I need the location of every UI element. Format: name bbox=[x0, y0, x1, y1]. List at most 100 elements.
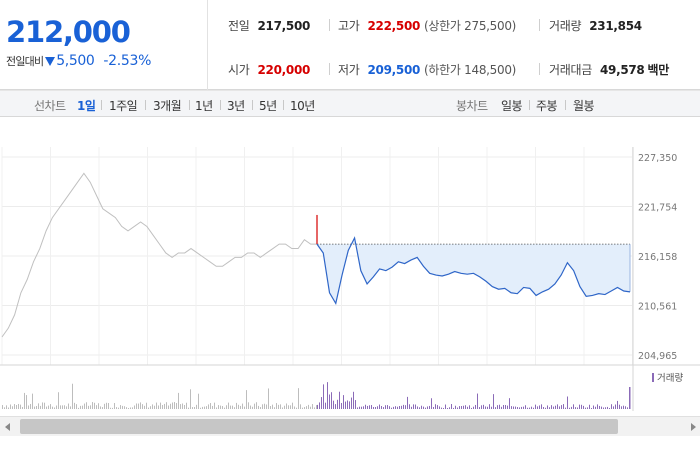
volume-bar bbox=[104, 403, 105, 409]
divider bbox=[539, 19, 540, 31]
volume-bar bbox=[399, 406, 400, 409]
volume-bar bbox=[335, 404, 336, 409]
y-tick-label: 221,754 bbox=[638, 202, 677, 213]
period-5y[interactable]: 5년 bbox=[259, 99, 277, 113]
series-line-prev-day bbox=[1, 172, 317, 338]
volume-bar bbox=[272, 404, 273, 409]
stat-label: 고가 bbox=[338, 19, 360, 33]
volume-bar bbox=[601, 406, 602, 409]
volume-bar bbox=[527, 407, 528, 409]
volume-bar bbox=[613, 406, 614, 409]
volume-bar bbox=[106, 402, 107, 409]
volume-bar bbox=[501, 406, 502, 409]
volume-bar bbox=[254, 403, 255, 409]
volume-bar bbox=[521, 406, 522, 409]
volume-bar bbox=[599, 405, 600, 409]
volume-bar bbox=[164, 403, 165, 409]
volume-bar bbox=[30, 403, 31, 409]
volume-bar bbox=[18, 403, 19, 409]
volume-bar bbox=[150, 406, 151, 409]
volume-bar bbox=[156, 402, 157, 409]
volume-bar bbox=[194, 406, 195, 409]
volume-bar bbox=[363, 406, 364, 409]
volume-bar bbox=[92, 402, 93, 409]
volume-bar bbox=[403, 404, 404, 409]
volume-legend-swatch bbox=[652, 373, 654, 382]
volume-bar bbox=[40, 405, 41, 409]
volume-bar bbox=[200, 407, 201, 409]
volume-bar bbox=[419, 407, 420, 409]
volume-bar bbox=[591, 407, 592, 409]
volume-bar bbox=[220, 405, 221, 409]
volume-bar bbox=[296, 407, 297, 409]
volume-bar bbox=[539, 405, 540, 409]
volume-bar bbox=[300, 404, 301, 409]
scroll-thumb[interactable] bbox=[20, 419, 618, 434]
stat-amount: 거래대금 49,578 백만 bbox=[549, 61, 669, 78]
volume-bar bbox=[270, 405, 271, 409]
price-chart[interactable]: 227,350 221,754 216,158 210,561 204,965 거래량 bbox=[0, 117, 700, 416]
stat-prev-close: 전일 217,500 bbox=[228, 17, 310, 34]
volume-bar bbox=[511, 406, 512, 409]
scroll-left-button[interactable] bbox=[0, 417, 14, 436]
volume-bar bbox=[499, 404, 500, 409]
volume-bar bbox=[573, 404, 574, 409]
volume-bar bbox=[375, 406, 376, 409]
current-price-box: 212,000 전일대비 5,500 -2.53% bbox=[0, 0, 208, 90]
volume-bar bbox=[234, 407, 235, 409]
volume-bar bbox=[469, 405, 470, 409]
candle-daily[interactable]: 일봉 bbox=[501, 99, 523, 113]
volume-bar bbox=[212, 405, 213, 409]
volume-bar bbox=[222, 406, 223, 409]
stat-value: 49,578 bbox=[599, 63, 645, 77]
period-10y[interactable]: 10년 bbox=[290, 99, 315, 113]
volume-bar bbox=[605, 407, 606, 409]
volume-bar bbox=[280, 404, 281, 409]
volume-bar bbox=[246, 390, 247, 409]
period-3y[interactable]: 3년 bbox=[227, 99, 245, 113]
volume-bar bbox=[597, 404, 598, 409]
chart-scrollbar[interactable] bbox=[0, 416, 700, 436]
volume-bar bbox=[158, 405, 159, 409]
volume-bar bbox=[333, 400, 334, 409]
volume-bar bbox=[343, 395, 344, 409]
period-1d[interactable]: 1일 bbox=[77, 99, 96, 113]
volume-bar bbox=[585, 407, 586, 409]
volume-bar bbox=[595, 406, 596, 409]
volume-bar bbox=[172, 402, 173, 409]
volume-bar bbox=[302, 407, 303, 409]
volume-bar bbox=[110, 407, 111, 409]
volume-bar bbox=[90, 405, 91, 409]
candle-monthly[interactable]: 월봉 bbox=[573, 99, 595, 113]
volume-bar bbox=[76, 404, 77, 409]
volume-bar bbox=[507, 405, 508, 409]
volume-bar bbox=[230, 405, 231, 409]
volume-bar bbox=[321, 397, 322, 409]
left-arrow-icon bbox=[4, 422, 10, 431]
volume-bar bbox=[563, 404, 564, 409]
period-1y[interactable]: 1년 bbox=[195, 99, 213, 113]
volume-bar bbox=[427, 406, 428, 409]
volume-bar bbox=[607, 406, 608, 409]
volume-bar bbox=[621, 406, 622, 409]
volume-bar bbox=[319, 402, 320, 409]
quote-panel: 212,000 전일대비 5,500 -2.53% 전일 217,500 고가 22… bbox=[0, 0, 700, 90]
scroll-right-button[interactable] bbox=[686, 417, 700, 436]
volume-bar bbox=[437, 405, 438, 409]
candle-weekly[interactable]: 주봉 bbox=[536, 99, 558, 113]
volume-bar bbox=[118, 407, 119, 409]
volume-bar bbox=[14, 404, 15, 409]
volume-bar bbox=[397, 406, 398, 409]
volume-bar bbox=[152, 404, 153, 409]
volume-bar bbox=[88, 405, 89, 409]
volume-bar bbox=[587, 407, 588, 409]
period-3m[interactable]: 3개월 bbox=[153, 99, 182, 113]
volume-bar bbox=[240, 405, 241, 409]
volume-bar bbox=[513, 406, 514, 409]
volume-bar bbox=[252, 406, 253, 409]
period-1w[interactable]: 1주일 bbox=[109, 99, 138, 113]
volume-bar bbox=[208, 404, 209, 409]
volume-bar bbox=[174, 402, 175, 409]
volume-bar bbox=[351, 397, 352, 409]
volume-bar bbox=[401, 405, 402, 409]
